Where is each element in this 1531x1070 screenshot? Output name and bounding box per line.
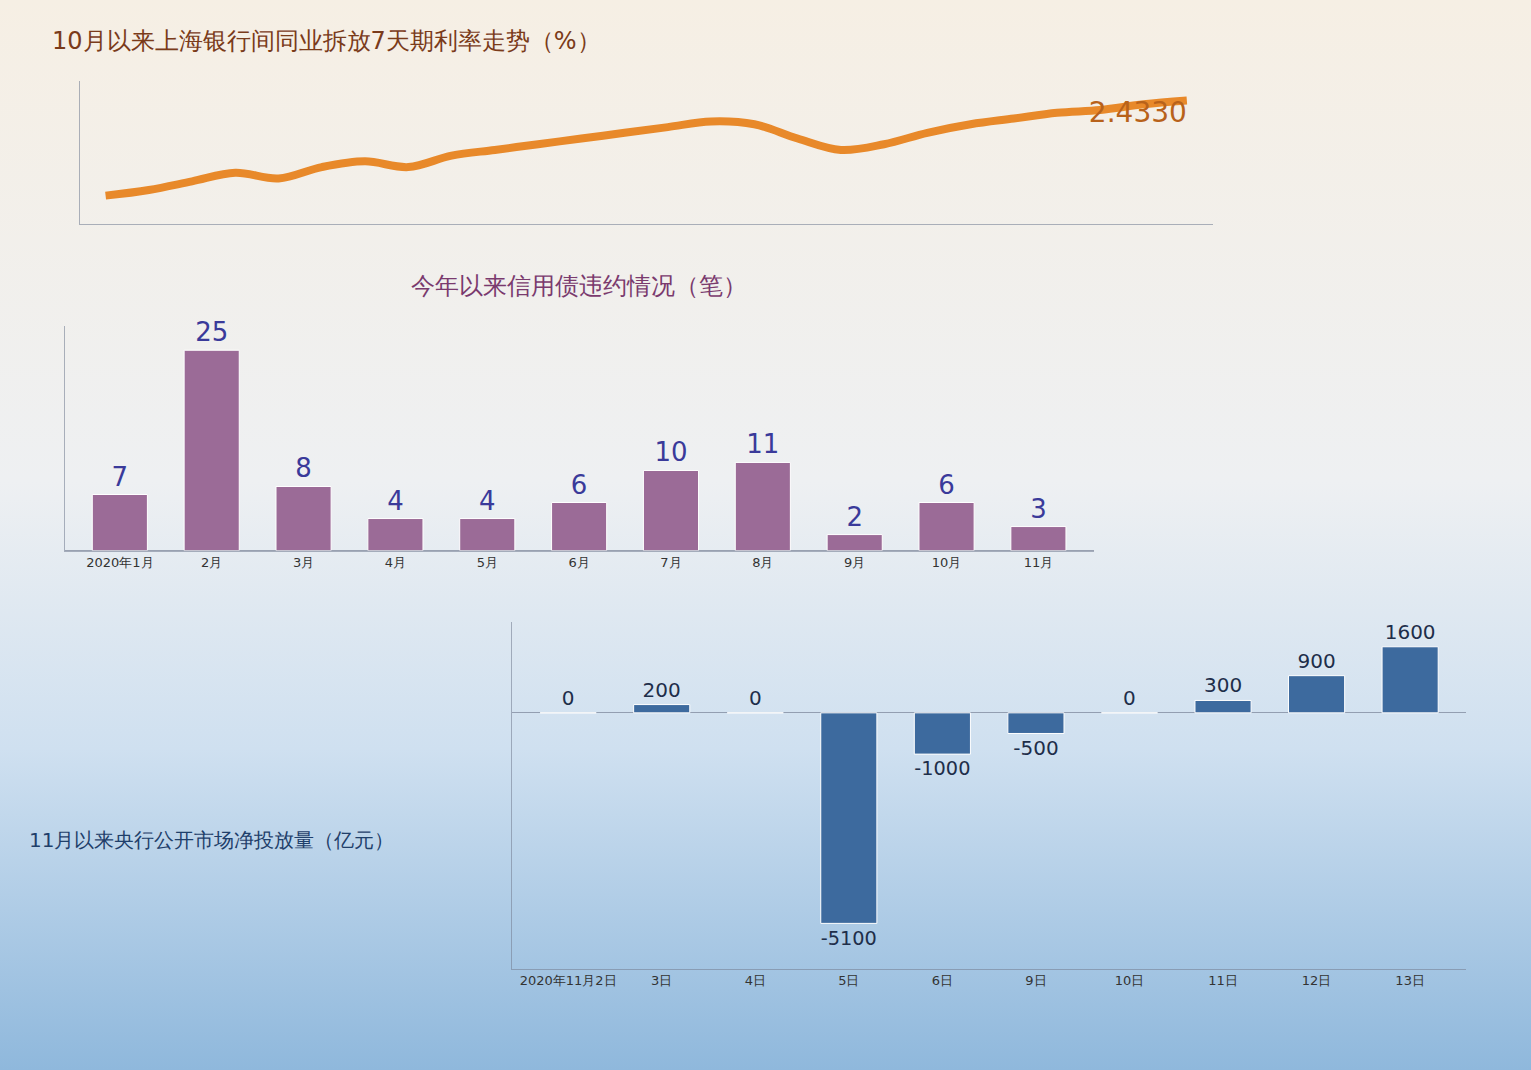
svg-text:4: 4 xyxy=(479,486,496,516)
svg-text:10: 10 xyxy=(654,437,687,467)
svg-text:0: 0 xyxy=(562,686,575,710)
svg-text:2月: 2月 xyxy=(201,555,222,570)
svg-text:9日: 9日 xyxy=(1025,973,1046,988)
svg-text:12日: 12日 xyxy=(1302,973,1332,988)
svg-text:7月: 7月 xyxy=(660,555,681,570)
svg-text:4月: 4月 xyxy=(385,555,406,570)
svg-text:9月: 9月 xyxy=(844,555,865,570)
svg-text:今年以来信用债违约情况（笔）: 今年以来信用债违约情况（笔） xyxy=(411,272,747,300)
svg-text:13日: 13日 xyxy=(1395,973,1425,988)
svg-text:11: 11 xyxy=(746,429,779,459)
svg-text:25: 25 xyxy=(195,317,228,347)
svg-text:6日: 6日 xyxy=(932,973,953,988)
svg-text:5日: 5日 xyxy=(838,973,859,988)
svg-text:5月: 5月 xyxy=(477,555,498,570)
svg-text:-5100: -5100 xyxy=(821,927,877,950)
svg-text:11月以来央行公开市场净投放量（亿元）: 11月以来央行公开市场净投放量（亿元） xyxy=(29,828,394,852)
svg-text:10月以来上海银行间同业拆放7天期利率走势（%）: 10月以来上海银行间同业拆放7天期利率走势（%） xyxy=(52,27,601,55)
svg-text:10月: 10月 xyxy=(932,555,962,570)
svg-text:0: 0 xyxy=(749,686,762,710)
svg-text:-1000: -1000 xyxy=(914,757,970,780)
svg-text:2020年1月: 2020年1月 xyxy=(86,555,153,570)
svg-text:11月: 11月 xyxy=(1024,555,1054,570)
svg-text:3月: 3月 xyxy=(293,555,314,570)
svg-text:0: 0 xyxy=(1123,686,1136,710)
svg-text:2020年11月2日: 2020年11月2日 xyxy=(520,973,617,988)
svg-text:3日: 3日 xyxy=(651,973,672,988)
svg-text:8: 8 xyxy=(295,453,312,483)
svg-text:6: 6 xyxy=(938,470,955,500)
svg-text:6: 6 xyxy=(571,470,588,500)
svg-text:1600: 1600 xyxy=(1385,620,1436,644)
svg-text:200: 200 xyxy=(643,678,681,702)
svg-text:300: 300 xyxy=(1204,673,1242,697)
svg-text:900: 900 xyxy=(1297,649,1335,673)
svg-text:3: 3 xyxy=(1030,494,1047,524)
svg-text:-500: -500 xyxy=(1013,736,1058,760)
svg-text:4: 4 xyxy=(387,486,404,516)
svg-text:6月: 6月 xyxy=(568,555,589,570)
svg-text:7: 7 xyxy=(112,462,129,492)
svg-text:10日: 10日 xyxy=(1115,973,1145,988)
svg-text:8月: 8月 xyxy=(752,555,773,570)
svg-text:4日: 4日 xyxy=(745,973,766,988)
svg-text:11日: 11日 xyxy=(1208,973,1238,988)
svg-text:2.4330: 2.4330 xyxy=(1089,96,1187,129)
svg-text:2: 2 xyxy=(846,502,863,532)
